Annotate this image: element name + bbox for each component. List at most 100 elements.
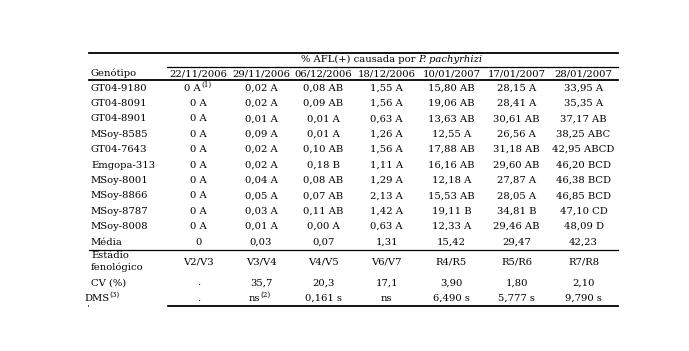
Text: .: .: [197, 278, 200, 287]
Text: 1,29 A: 1,29 A: [370, 176, 403, 185]
Text: CV (%): CV (%): [91, 278, 126, 287]
Text: 17/01/2007: 17/01/2007: [488, 69, 546, 78]
Text: 0,05 A: 0,05 A: [245, 191, 278, 200]
Text: 15,42: 15,42: [437, 238, 466, 246]
Text: % AFL(+) causada por: % AFL(+) causada por: [300, 55, 418, 65]
Text: .: .: [197, 294, 200, 303]
Text: 10/01/2007: 10/01/2007: [422, 69, 480, 78]
Text: 29,46 AB: 29,46 AB: [493, 222, 539, 231]
Text: 35,35 A: 35,35 A: [564, 99, 603, 108]
Text: 0,11 AB: 0,11 AB: [303, 207, 344, 216]
Text: 37,17 AB: 37,17 AB: [560, 114, 607, 123]
Text: 28,41 A: 28,41 A: [497, 99, 536, 108]
Text: 29,60 AB: 29,60 AB: [493, 160, 539, 170]
Text: R5/R6: R5/R6: [501, 258, 532, 267]
Text: 31,18 AB: 31,18 AB: [493, 145, 540, 154]
Text: 0,08 AB: 0,08 AB: [303, 84, 343, 93]
Text: Emgopa-313: Emgopa-313: [91, 160, 155, 170]
Text: 35,7: 35,7: [250, 278, 272, 287]
Text: 33,95 A: 33,95 A: [564, 84, 603, 93]
Text: 0,63 A: 0,63 A: [370, 222, 403, 231]
Text: MSoy-8866: MSoy-8866: [91, 191, 148, 200]
Text: 46,85 BCD: 46,85 BCD: [556, 191, 611, 200]
Text: 48,09 D: 48,09 D: [564, 222, 604, 231]
Text: 12,18 A: 12,18 A: [432, 176, 471, 185]
Text: Estádio: Estádio: [91, 251, 129, 260]
Text: 1,55 A: 1,55 A: [370, 84, 403, 93]
Text: 0 A: 0 A: [190, 222, 207, 231]
Text: (1): (1): [201, 81, 211, 89]
Text: 0,02 A: 0,02 A: [245, 99, 278, 108]
Text: 0,10 AB: 0,10 AB: [303, 145, 344, 154]
Text: GT04-9180: GT04-9180: [91, 84, 147, 93]
Text: P. pachyrhizi: P. pachyrhizi: [418, 55, 482, 64]
Text: 27,87 A: 27,87 A: [497, 176, 536, 185]
Text: 0 A: 0 A: [184, 84, 201, 93]
Text: 6,490 s: 6,490 s: [433, 294, 470, 303]
Text: 26,56 A: 26,56 A: [497, 130, 536, 139]
Text: 0: 0: [196, 238, 202, 246]
Text: 1,80: 1,80: [505, 278, 528, 287]
Text: 0,09 A: 0,09 A: [245, 130, 278, 139]
Text: 46,38 BCD: 46,38 BCD: [556, 176, 611, 185]
Text: 0,01 A: 0,01 A: [307, 130, 340, 139]
Text: 0,63 A: 0,63 A: [370, 114, 403, 123]
Text: 29/11/2006: 29/11/2006: [232, 69, 290, 78]
Text: Média: Média: [91, 238, 123, 246]
Text: 28,05 A: 28,05 A: [497, 191, 536, 200]
Text: 13,63 AB: 13,63 AB: [429, 114, 475, 123]
Text: 28/01/2007: 28/01/2007: [555, 69, 613, 78]
Text: 0,02 A: 0,02 A: [245, 160, 278, 170]
Text: 17,88 AB: 17,88 AB: [429, 145, 475, 154]
Text: 18/12/2006: 18/12/2006: [358, 69, 415, 78]
Text: 20,3: 20,3: [312, 278, 335, 287]
Text: ns: ns: [381, 294, 392, 303]
Text: 0,00 A: 0,00 A: [307, 222, 340, 231]
Text: 1,56 A: 1,56 A: [370, 145, 403, 154]
Text: 0,09 AB: 0,09 AB: [303, 99, 343, 108]
Text: 34,81 B: 34,81 B: [497, 207, 536, 216]
Text: 0 A: 0 A: [190, 99, 207, 108]
Text: 0,08 AB: 0,08 AB: [303, 176, 343, 185]
Text: V3/V4: V3/V4: [245, 258, 276, 267]
Text: 1,26 A: 1,26 A: [370, 130, 403, 139]
Text: 5,777 s: 5,777 s: [498, 294, 535, 303]
Text: 12,33 A: 12,33 A: [432, 222, 471, 231]
Text: 0 A: 0 A: [190, 207, 207, 216]
Text: 1,56 A: 1,56 A: [370, 99, 403, 108]
Text: 15,53 AB: 15,53 AB: [429, 191, 475, 200]
Text: 42,95 ABCD: 42,95 ABCD: [553, 145, 615, 154]
Text: fenológico: fenológico: [91, 263, 143, 272]
Text: 16,16 AB: 16,16 AB: [429, 160, 475, 170]
Text: 0,07 AB: 0,07 AB: [303, 191, 343, 200]
Text: 0,07: 0,07: [312, 238, 335, 246]
Text: 46,20 BCD: 46,20 BCD: [556, 160, 611, 170]
Text: GT04-8091: GT04-8091: [91, 99, 147, 108]
Text: 15,80 AB: 15,80 AB: [429, 84, 475, 93]
Text: 22/11/2006: 22/11/2006: [169, 69, 227, 78]
Text: 3,90: 3,90: [440, 278, 463, 287]
Text: 1,31: 1,31: [376, 238, 398, 246]
Text: ns: ns: [249, 294, 260, 303]
Text: GT04-7643: GT04-7643: [91, 145, 147, 154]
Text: V4/V5: V4/V5: [308, 258, 339, 267]
Text: MSoy-8787: MSoy-8787: [91, 207, 149, 216]
Text: 38,25 ABC: 38,25 ABC: [557, 130, 610, 139]
Text: 0,04 A: 0,04 A: [245, 176, 278, 185]
Text: DMS ⁽³⁾: DMS ⁽³⁾: [91, 294, 128, 303]
Text: 2,13 A: 2,13 A: [370, 191, 403, 200]
Text: R4/R5: R4/R5: [436, 258, 467, 267]
Text: V6/V7: V6/V7: [371, 258, 402, 267]
Text: GT04-8901: GT04-8901: [91, 114, 147, 123]
Text: 9,790 s: 9,790 s: [565, 294, 602, 303]
Text: 06/12/2006: 06/12/2006: [294, 69, 352, 78]
Text: 28,15 A: 28,15 A: [497, 84, 536, 93]
Text: 0,02 A: 0,02 A: [245, 145, 278, 154]
Text: 0 A: 0 A: [190, 114, 207, 123]
Text: 19,06 AB: 19,06 AB: [429, 99, 475, 108]
Text: 30,61 AB: 30,61 AB: [493, 114, 539, 123]
Text: 0,01 A: 0,01 A: [245, 222, 278, 231]
Text: 0 A: 0 A: [190, 191, 207, 200]
Text: V2/V3: V2/V3: [183, 258, 214, 267]
Text: 0,18 B: 0,18 B: [307, 160, 340, 170]
